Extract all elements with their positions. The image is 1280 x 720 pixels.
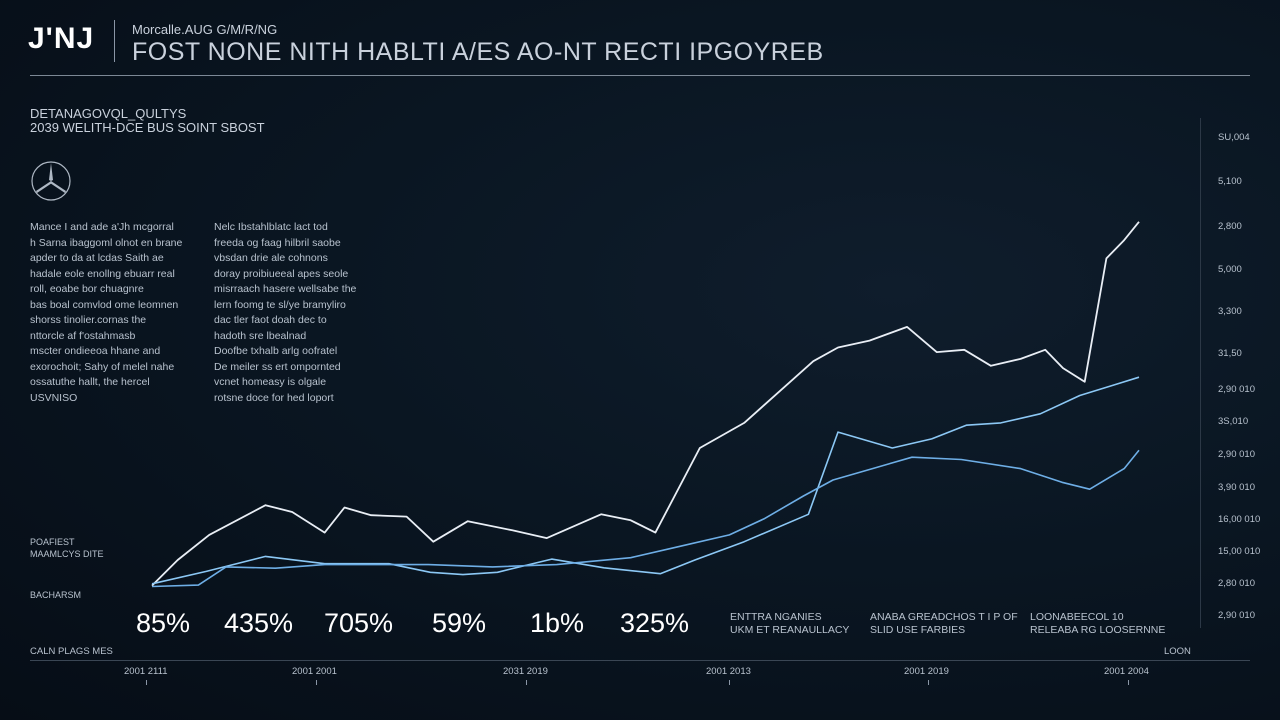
y-axis-line xyxy=(1200,118,1201,628)
series-line-1 xyxy=(151,221,1140,587)
y-tick-label: 2,90 010 xyxy=(1218,610,1255,621)
y-tick-label: 2,80 010 xyxy=(1218,578,1255,589)
y-tick-label: 5,000 xyxy=(1218,264,1242,275)
y-tick-label: SU,004 xyxy=(1218,132,1250,143)
page-title: FOST NONE NITH HABLTI A/ES AO-NT RECTI I… xyxy=(132,38,824,66)
y-tick-label: 31,50 xyxy=(1218,348,1242,359)
description-paragraph: Nelc Ibstahlblatc lact tod freeda og faa… xyxy=(214,221,357,404)
side-label: BACHARSM xyxy=(30,590,82,600)
stat-note: ANABA GREADCHOS T I P OF SLID USE FARBIE… xyxy=(870,611,1018,636)
x-tick xyxy=(526,680,527,685)
description-paragraph: Mance I and ade a'Jh mcgorral h Sarna ib… xyxy=(30,221,183,404)
y-tick-label: 3,90 010 xyxy=(1218,482,1255,493)
y-tick-label: 2,90 010 xyxy=(1218,449,1255,460)
stat-note: ENTTRA NGANIES UKM ET REANAULLACY xyxy=(730,611,850,636)
header-rule xyxy=(30,75,1250,76)
stat-value: 1b% xyxy=(530,608,585,638)
x-tick-label: 2001 2111 xyxy=(124,666,168,677)
stat-value: 435% xyxy=(224,608,294,638)
y-tick-label: 2,90 010 xyxy=(1218,384,1255,395)
y-tick-label: 15,00 010 xyxy=(1218,546,1261,557)
three-pointed-star-icon xyxy=(31,161,71,201)
brand-logo: J'NJ xyxy=(28,22,95,55)
x-tick xyxy=(928,680,929,685)
y-tick-label: 16,00 010 xyxy=(1218,514,1261,525)
stat-value: 705% xyxy=(324,608,394,638)
x-tick xyxy=(1128,680,1129,685)
section-heading: DETANAGOVQL_QULTYS xyxy=(30,106,187,121)
stat-value: 85% xyxy=(136,608,191,638)
x-tick xyxy=(146,680,147,685)
footer-label: CALN PLAGS MES xyxy=(30,646,113,657)
side-label: MAAMLCYS DITE xyxy=(30,549,104,559)
footer-rule xyxy=(30,660,1250,661)
header-divider xyxy=(114,20,115,62)
x-tick-label: 2031 2019 xyxy=(503,666,548,677)
x-tick-label: 2001 2004 xyxy=(1104,666,1149,677)
stat-value: 325% xyxy=(620,608,690,638)
section-subheading: 2039 WELITH-DCE BUS SOINT SBOST xyxy=(30,120,265,135)
footer-label: LOON xyxy=(1164,646,1191,657)
x-tick-label: 2001 2001 xyxy=(292,666,337,677)
y-tick-label: 3S,010 xyxy=(1218,416,1249,427)
header-subtitle: Morcalle.AUG G/M/R/NG xyxy=(132,22,278,37)
x-tick-label: 2001 2019 xyxy=(904,666,949,677)
stat-note: LOONABEECOL 10 RELEABA RG LOOSERNNE xyxy=(1030,611,1166,636)
x-tick-label: 2001 2013 xyxy=(706,666,751,677)
y-tick-label: 5,100 xyxy=(1218,176,1242,187)
series-line-3 xyxy=(151,449,1140,588)
series-line-2 xyxy=(151,376,1140,585)
stat-value: 59% xyxy=(432,608,487,638)
x-tick xyxy=(729,680,730,685)
y-tick-label: 3,300 xyxy=(1218,306,1242,317)
side-label: POAFIEST xyxy=(30,537,75,547)
y-tick-label: 2,800 xyxy=(1218,221,1242,232)
x-tick xyxy=(316,680,317,685)
